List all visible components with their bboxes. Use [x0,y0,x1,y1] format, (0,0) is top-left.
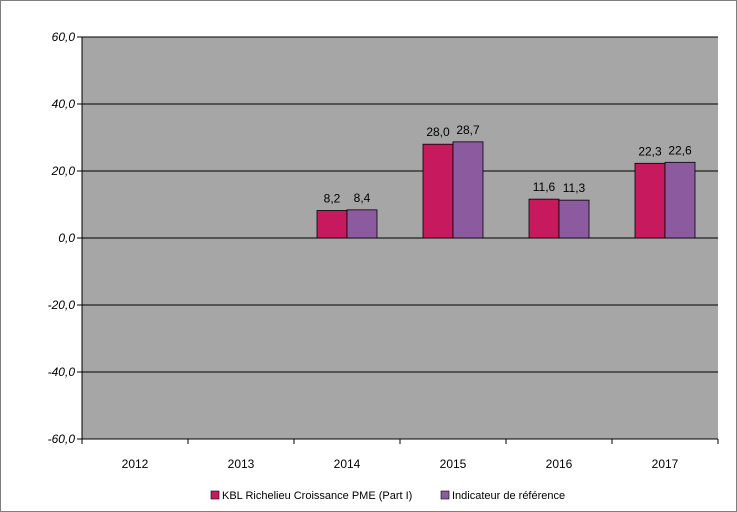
data-label: 28,7 [456,123,480,137]
legend-swatch [440,490,450,500]
x-tick-label: 2017 [652,457,679,471]
x-tick-label: 2012 [122,457,149,471]
bars [316,141,696,239]
data-label: 11,3 [563,181,586,195]
bar-series-1 [316,210,348,239]
y-tick-label: -60,0 [48,432,76,446]
x-tick-label: 2016 [546,457,573,471]
y-tick-label: -20,0 [48,298,76,312]
data-label: 28,0 [426,125,450,139]
legend: KBL Richelieu Croissance PME (Part I) Ind… [210,490,565,502]
data-label: 22,3 [638,144,662,158]
bar-series-2 [452,141,484,239]
x-tick-label: 2014 [334,457,361,471]
x-tick-label: 2015 [440,457,467,471]
y-axis-ticks: 60,0 40,0 20,0 0,0 -20,0 -40,0 -60,0 [48,30,82,446]
legend-swatch [210,490,220,500]
bar-series-2 [558,199,590,239]
y-tick-label: 60,0 [52,30,76,44]
y-tick-label: 0,0 [58,231,75,245]
bar-series-2 [346,209,378,239]
bar-series-1 [634,162,666,239]
data-label: 8,4 [354,191,371,205]
y-tick-label: 40,0 [52,97,76,111]
legend-label: Indicateur de référence [452,490,565,502]
bar-series-2 [664,161,696,239]
x-axis-ticks: 2012 2013 2014 2015 2016 2017 [81,439,719,471]
data-labels: 8,2 28,0 11,6 22,3 8,4 28,7 11,3 22,6 [324,123,692,206]
bar-series-1 [528,198,560,239]
data-label: 8,2 [324,192,341,206]
data-label: 11,6 [533,180,556,194]
x-tick-label: 2013 [228,457,255,471]
data-label: 22,6 [668,143,692,157]
y-tick-label: -40,0 [48,365,76,379]
bar-series-1 [422,143,454,239]
legend-label: KBL Richelieu Croissance PME (Part I) [222,490,412,502]
y-tick-label: 20,0 [51,164,76,178]
